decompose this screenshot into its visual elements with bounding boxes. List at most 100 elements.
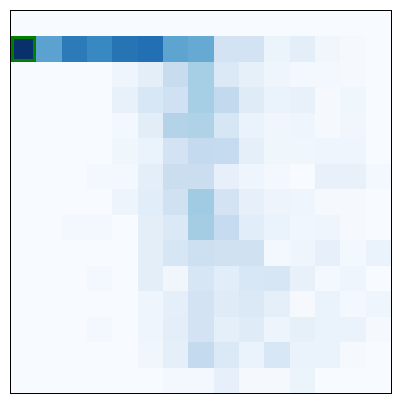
- board-cell[interactable]: [365, 342, 391, 368]
- board-cell[interactable]: [188, 163, 214, 190]
- board-cell[interactable]: [315, 61, 341, 88]
- board-cell[interactable]: [36, 265, 62, 292]
- board-cell[interactable]: [11, 291, 37, 317]
- board-cell[interactable]: [315, 316, 341, 343]
- board-cell[interactable]: [340, 36, 366, 62]
- board-cell[interactable]: [340, 163, 366, 190]
- board-cell[interactable]: [36, 214, 62, 241]
- board-cell[interactable]: [163, 342, 189, 368]
- board-cell[interactable]: [87, 240, 113, 266]
- board-cell[interactable]: [365, 36, 391, 62]
- board-cell[interactable]: [112, 342, 138, 368]
- board-cell[interactable]: [264, 367, 290, 393]
- board-cell[interactable]: [289, 138, 315, 164]
- board-cell[interactable]: [315, 36, 341, 62]
- board-cell[interactable]: [163, 240, 189, 266]
- board-cell[interactable]: [11, 112, 37, 139]
- board-cell[interactable]: [239, 11, 265, 37]
- board-cell[interactable]: [340, 291, 366, 317]
- board-cell[interactable]: [315, 342, 341, 368]
- board-cell[interactable]: [112, 87, 138, 113]
- board-cell[interactable]: [289, 367, 315, 393]
- board-cell[interactable]: [112, 265, 138, 292]
- board-cell[interactable]: [264, 163, 290, 190]
- board-cell[interactable]: [36, 291, 62, 317]
- board-cell[interactable]: [61, 87, 87, 113]
- board-cell[interactable]: [61, 214, 87, 241]
- board-cell[interactable]: [61, 11, 87, 37]
- board-cell[interactable]: [289, 189, 315, 215]
- board-cell[interactable]: [239, 291, 265, 317]
- board-cell[interactable]: [213, 61, 239, 88]
- board-cell[interactable]: [365, 189, 391, 215]
- board-cell[interactable]: [137, 163, 163, 190]
- board-cell[interactable]: [188, 11, 214, 37]
- board-cell[interactable]: [315, 240, 341, 266]
- board-cell[interactable]: [61, 189, 87, 215]
- board-cell[interactable]: [61, 112, 87, 139]
- board-cell[interactable]: [188, 214, 214, 241]
- board-cell[interactable]: [137, 214, 163, 241]
- board-cell[interactable]: [213, 265, 239, 292]
- board-cell[interactable]: [87, 367, 113, 393]
- board-cell[interactable]: [87, 189, 113, 215]
- board-cell[interactable]: [213, 112, 239, 139]
- board-cell[interactable]: [61, 240, 87, 266]
- board-cell[interactable]: [137, 61, 163, 88]
- board-cell[interactable]: [365, 163, 391, 190]
- board-cell[interactable]: [289, 11, 315, 37]
- board-cell[interactable]: [36, 138, 62, 164]
- board-cell[interactable]: [239, 163, 265, 190]
- board-cell[interactable]: [87, 265, 113, 292]
- board-cell[interactable]: [112, 367, 138, 393]
- board-cell[interactable]: [61, 163, 87, 190]
- board-cell[interactable]: [87, 11, 113, 37]
- board-cell[interactable]: [137, 265, 163, 292]
- board-cell[interactable]: [112, 11, 138, 37]
- board-cell[interactable]: [163, 265, 189, 292]
- board-cell[interactable]: [112, 112, 138, 139]
- board-cell[interactable]: [264, 112, 290, 139]
- board-cell[interactable]: [315, 112, 341, 139]
- board-cell[interactable]: [289, 36, 315, 62]
- board-cell[interactable]: [112, 163, 138, 190]
- board-cell[interactable]: [112, 214, 138, 241]
- board-cell[interactable]: [87, 316, 113, 343]
- board-cell[interactable]: [264, 214, 290, 241]
- board-cell[interactable]: [188, 240, 214, 266]
- board-cell[interactable]: [239, 138, 265, 164]
- board-cell[interactable]: [163, 189, 189, 215]
- board-cell[interactable]: [315, 138, 341, 164]
- board-cell[interactable]: [163, 61, 189, 88]
- board-cell[interactable]: [239, 367, 265, 393]
- board-cell[interactable]: [188, 189, 214, 215]
- board-cell[interactable]: [163, 163, 189, 190]
- board-cell[interactable]: [87, 163, 113, 190]
- board-cell[interactable]: [112, 291, 138, 317]
- board-cell[interactable]: [36, 36, 62, 62]
- board-cell[interactable]: [163, 214, 189, 241]
- board-cell[interactable]: [213, 214, 239, 241]
- board-cell[interactable]: [36, 316, 62, 343]
- board-cell[interactable]: [340, 11, 366, 37]
- board-cell[interactable]: [137, 367, 163, 393]
- board-cell[interactable]: [11, 11, 37, 37]
- board-cell[interactable]: [36, 163, 62, 190]
- board-cell[interactable]: [213, 11, 239, 37]
- board-cell[interactable]: [315, 11, 341, 37]
- board-cell[interactable]: [340, 87, 366, 113]
- board-cell[interactable]: [36, 11, 62, 37]
- board-cell[interactable]: [11, 87, 37, 113]
- board-cell[interactable]: [163, 87, 189, 113]
- board-cell[interactable]: [36, 87, 62, 113]
- board-cell[interactable]: [264, 342, 290, 368]
- board-cell[interactable]: [289, 87, 315, 113]
- board-cell[interactable]: [239, 240, 265, 266]
- board-cell[interactable]: [36, 240, 62, 266]
- board-cell[interactable]: [264, 291, 290, 317]
- board-cell[interactable]: [365, 265, 391, 292]
- board-cell[interactable]: [239, 342, 265, 368]
- board-cell[interactable]: [188, 291, 214, 317]
- board-cell[interactable]: [213, 36, 239, 62]
- selected-cell[interactable]: [11, 36, 37, 62]
